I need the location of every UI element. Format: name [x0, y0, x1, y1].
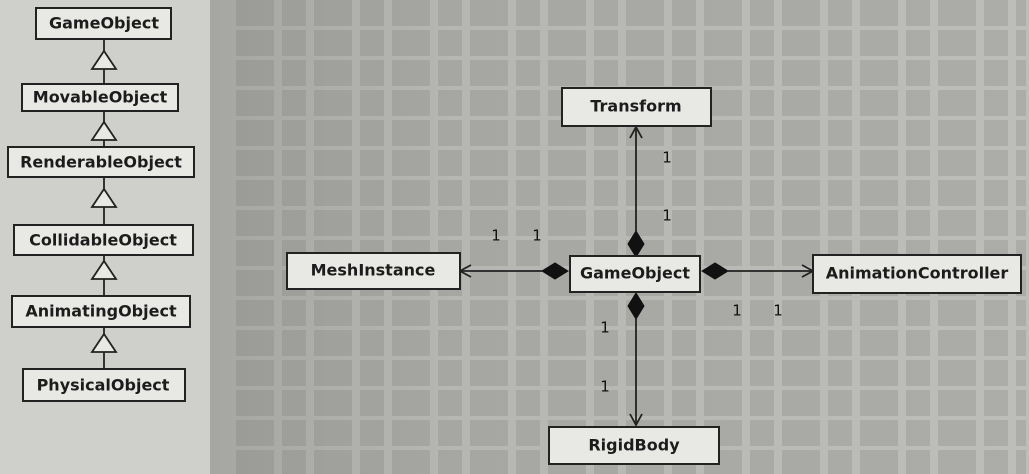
multiplicity-animation-right: 1	[773, 302, 783, 320]
background-text-texture	[236, 0, 1026, 474]
class-physicalobject-label: PhysicalObject	[37, 376, 170, 395]
multiplicity-rigidbody-upper: 1	[600, 319, 610, 337]
composition-diamond-mesh	[541, 262, 569, 280]
multiplicity-rigidbody-lower: 1	[600, 378, 610, 396]
book-page-background	[210, 0, 1029, 474]
composition-diagram: Transform MeshInstance GameObject Animat…	[286, 87, 1022, 465]
multiplicity-transform-lower: 1	[662, 207, 672, 225]
class-physicalobject-box	[22, 368, 186, 402]
class-transform-label: Transform	[590, 97, 681, 116]
class-renderableobject-label: RenderableObject	[20, 153, 182, 172]
class-movableobject-box	[21, 83, 179, 112]
composition-diamond-rigidbody	[627, 292, 645, 320]
class-animatingobject-label: AnimatingObject	[25, 302, 177, 321]
multiplicity-mesh-left: 1	[491, 227, 501, 245]
class-gameobject-box	[35, 7, 172, 40]
class-animationcontroller-label: AnimationController	[826, 264, 1009, 283]
class-rigidbody-label: RigidBody	[588, 436, 680, 455]
class-animationcontroller-box	[812, 254, 1022, 294]
multiplicity-mesh-right: 1	[532, 227, 542, 245]
class-collidableobject-label: CollidableObject	[29, 231, 177, 250]
class-gameobject-center-box	[569, 255, 701, 293]
class-transform-box	[561, 87, 712, 127]
class-animatingobject-box	[11, 295, 191, 328]
class-renderableobject-box	[7, 146, 195, 178]
composition-diamond-transform	[627, 230, 645, 258]
inheritance-chain: GameObject MovableObject RenderableObjec…	[7, 7, 195, 402]
class-meshinstance-box	[286, 252, 461, 290]
class-gameobject-center-label: GameObject	[580, 264, 690, 283]
multiplicity-animation-left: 1	[732, 302, 742, 320]
multiplicity-transform-upper: 1	[662, 149, 672, 167]
composition-diamond-animation	[701, 262, 729, 280]
class-movableobject-label: MovableObject	[33, 88, 168, 107]
class-rigidbody-box	[548, 426, 720, 465]
class-gameobject-label: GameObject	[49, 14, 159, 33]
class-meshinstance-label: MeshInstance	[311, 261, 436, 280]
class-collidableobject-box	[13, 224, 194, 256]
